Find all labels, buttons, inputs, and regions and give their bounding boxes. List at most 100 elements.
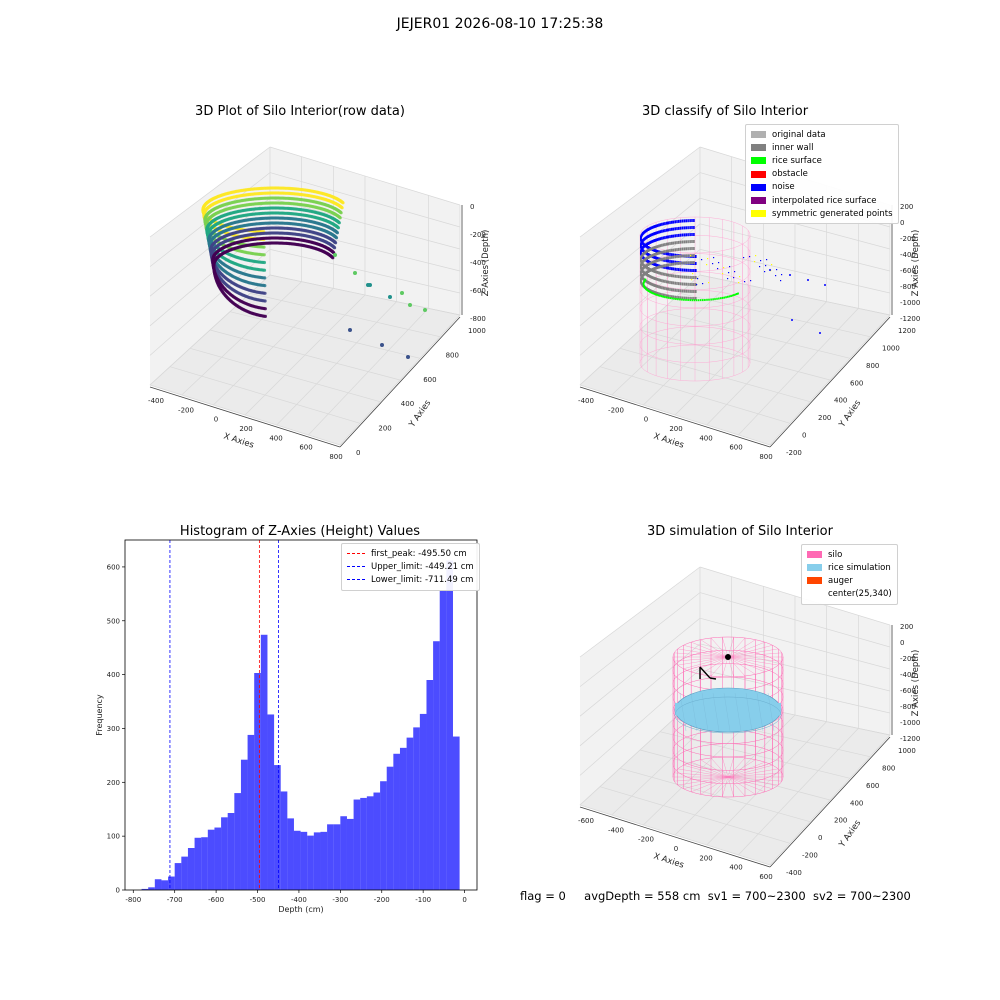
legend-entry: auger (807, 574, 892, 587)
y-tick-label: 300 (107, 725, 120, 733)
inner-wall-point (665, 249, 668, 253)
inner-wall-point (674, 267, 676, 271)
z-tick-label: 0 (900, 219, 904, 227)
silo-wireframe-ring (639, 326, 751, 363)
inner-wall-point (679, 268, 682, 272)
inner-wall-point (664, 264, 666, 268)
noise-outlier-point (807, 279, 809, 281)
rice-surface-point (667, 296, 670, 299)
figure-title: JEJER01 2026-08-10 17:25:38 (396, 16, 604, 32)
raw-3d-canvas: -400 -200 0 200 400 600 800 0 200 400 600 800 1000 0 -… (148, 146, 490, 461)
rice-surface-point (673, 297, 675, 300)
inner-wall-point (672, 241, 675, 245)
z-tick-label: -800 (900, 283, 916, 291)
silo-floor-spoke (722, 757, 729, 778)
rice-surface-point (721, 296, 724, 299)
rice-mesh-line (723, 692, 731, 732)
inner-wall-point (676, 288, 678, 292)
grid-line (679, 292, 871, 338)
inner-wall-point (656, 291, 659, 295)
inner-wall-point (651, 239, 654, 243)
rice-surface-point (657, 294, 660, 297)
inner-wall-point (693, 247, 695, 250)
rice-surface-point (654, 293, 657, 296)
legend-label: noise (772, 182, 795, 193)
rice-simulation-body (675, 703, 781, 715)
inner-wall-point (670, 274, 673, 278)
rice-surface-point (647, 289, 649, 292)
silo-roof-spoke (727, 656, 773, 669)
rice-surface-point (683, 298, 685, 301)
y-axis-label: Frequency (95, 694, 104, 736)
noise-point (739, 276, 741, 278)
inner-wall-point (658, 230, 660, 234)
inner-wall-point (646, 235, 648, 239)
classify-legend: original data inner wall rice surface obsta… (745, 124, 899, 225)
legend-entry: inner wall (751, 141, 893, 154)
legend-label: rice surface (772, 155, 822, 166)
rice-simulation-rim (674, 696, 782, 734)
inner-wall-point (658, 265, 660, 269)
inner-wall-point (672, 295, 675, 299)
silo-roof-spoke (727, 637, 746, 658)
inner-wall-point (665, 287, 668, 291)
sv2-value: sv2 = 700~2300 (812, 889, 911, 903)
silo-roof-spoke (674, 652, 729, 658)
y-tick-label: 500 (107, 617, 120, 625)
silo-floor-spoke (677, 776, 729, 786)
inner-wall-point (676, 255, 678, 259)
inner-wall-point (670, 288, 673, 292)
rice-surface-point (699, 299, 702, 302)
inner-wall-point (674, 234, 676, 238)
x-tick-label: 800 (759, 453, 772, 461)
inner-wall-point (687, 289, 689, 293)
inner-wall-point (650, 289, 653, 293)
histogram-bar (373, 792, 381, 890)
noise-outlier-point (789, 274, 791, 276)
noise-point (692, 273, 694, 275)
inner-wall-point (691, 240, 693, 243)
legend-swatch (751, 144, 766, 152)
z-tick-label: 0 (900, 639, 904, 647)
inner-wall-point (648, 262, 650, 266)
silo-wireframe-ring (672, 743, 784, 784)
avg-depth-value: avgDepth = 558 cm (584, 889, 701, 903)
x-tick-label: 600 (729, 444, 742, 452)
histogram-bar (187, 848, 195, 890)
inner-wall-point (662, 272, 665, 276)
histogram-bar (399, 747, 407, 890)
inner-wall-point (685, 296, 687, 300)
grid-line (249, 292, 441, 338)
inner-wall-point (679, 289, 682, 293)
inner-wall-point (687, 275, 689, 279)
inner-wall-point (644, 251, 646, 255)
legend-swatch (751, 157, 766, 165)
y-tick-label: 800 (866, 362, 879, 370)
inner-wall-point (678, 247, 680, 251)
inner-wall-point (670, 281, 673, 285)
inner-wall-point (655, 259, 657, 263)
inner-wall-point (658, 223, 660, 227)
inner-wall-point (662, 279, 665, 283)
inner-wall-point (647, 249, 649, 252)
x-tick-label: 400 (269, 434, 282, 442)
inner-wall-point (650, 261, 653, 265)
inner-wall-point (650, 268, 653, 272)
rice-surface-point (697, 299, 700, 302)
z-tick-label: -200 (470, 231, 486, 239)
x-tick-label: -500 (250, 896, 266, 904)
x-tick-label: -700 (167, 896, 183, 904)
inner-wall-point (681, 289, 684, 293)
rice-surface-point (727, 295, 729, 298)
inner-wall-point (685, 226, 687, 230)
inner-wall-point (685, 233, 687, 237)
histogram-bar (141, 888, 149, 890)
inner-wall-point (647, 256, 649, 259)
z-tick-label: -400 (470, 259, 486, 267)
inner-wall-point (667, 266, 670, 270)
inner-wall-point (672, 255, 675, 259)
inner-wall-point (665, 252, 668, 256)
inner-wall-point (656, 277, 659, 281)
inner-wall-point (644, 264, 647, 268)
inner-wall-point (658, 237, 660, 241)
